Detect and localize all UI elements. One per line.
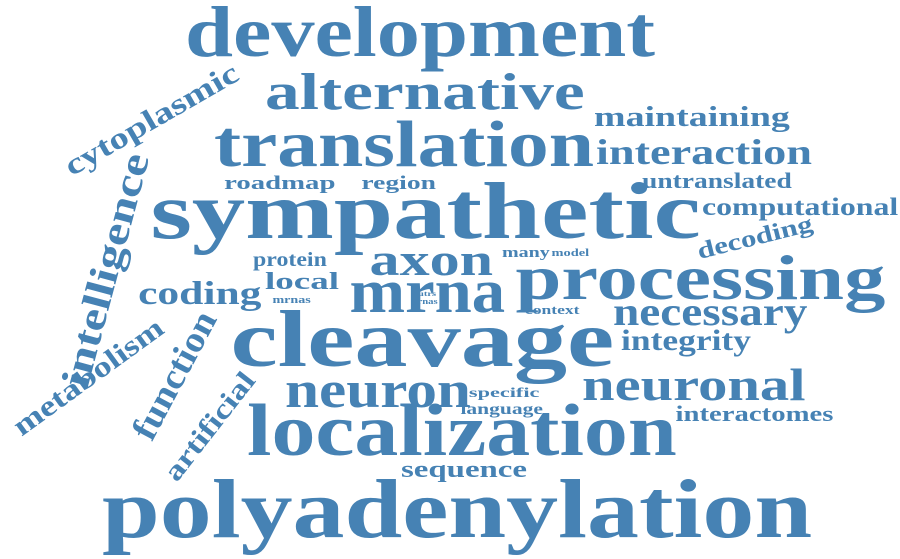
- word-model: model: [551, 246, 589, 259]
- word-specific: specific: [468, 386, 540, 401]
- word-processing: processing: [515, 242, 885, 313]
- word-interactomes: interactomes: [675, 401, 833, 426]
- word-axon: axon: [369, 234, 493, 285]
- word-translation: translation: [213, 108, 595, 181]
- word-roadmap: roadmap: [224, 172, 336, 194]
- word-neuronal: neuronal: [582, 359, 806, 410]
- word-coding: coding: [138, 275, 262, 312]
- word-integrity: integrity: [621, 324, 751, 357]
- word-sympathetic: sympathetic: [149, 168, 701, 256]
- word-development: development: [185, 0, 655, 72]
- word-mrna: mrna: [349, 258, 505, 326]
- word-local: local: [265, 269, 339, 295]
- word-language: language: [459, 401, 543, 418]
- word-alternative: alternative: [265, 64, 585, 121]
- word-neuron: neuron: [285, 362, 471, 419]
- word-computational: computational: [701, 193, 899, 221]
- word-polyadenylation: polyadenylation: [101, 463, 813, 556]
- word-necessary: necessary: [612, 289, 808, 334]
- word-cleavage: cleavage: [230, 296, 614, 384]
- word-many: many: [502, 244, 550, 261]
- word-protein: protein: [253, 249, 327, 271]
- word-maintaining: maintaining: [594, 100, 790, 133]
- word-localization: localization: [247, 390, 677, 472]
- word-region: region: [360, 172, 436, 194]
- word-sequence: sequence: [401, 457, 527, 483]
- word-rnas: rnas: [416, 297, 438, 306]
- word-interaction: interaction: [596, 132, 812, 172]
- word-context: context: [524, 301, 580, 317]
- word-mrnas: mrnas: [271, 295, 311, 306]
- word-utrs: utrs: [417, 289, 437, 298]
- word-untranslated: untranslated: [642, 168, 792, 193]
